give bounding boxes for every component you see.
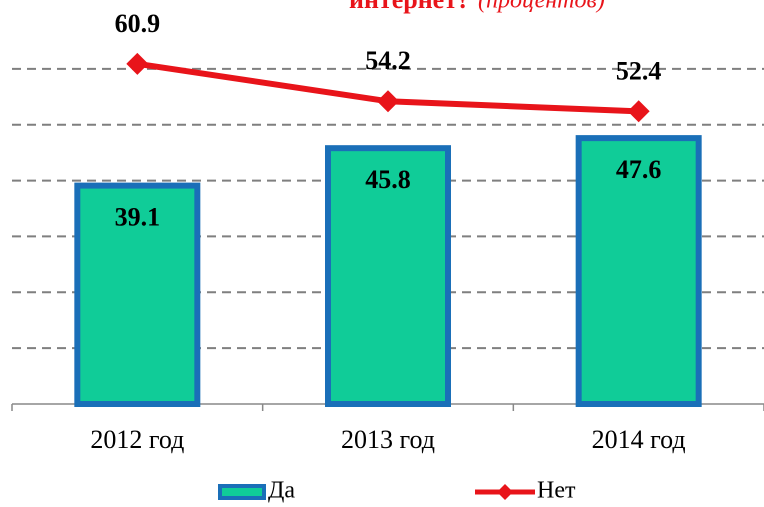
- legend-label: Нет: [537, 478, 576, 504]
- line-marker: [126, 52, 149, 75]
- line-marker: [377, 90, 399, 113]
- bar-value-label: 39.1: [115, 203, 161, 232]
- bar: [325, 145, 451, 407]
- x-tick-label: 2014 год: [592, 425, 686, 454]
- x-tick-label: 2013 год: [341, 425, 435, 454]
- line-value-label: 60.9: [115, 9, 161, 38]
- chart-subtitle: (процентов): [478, 0, 605, 14]
- bar: [575, 135, 702, 407]
- bar-value-label: 45.8: [365, 165, 411, 194]
- chart-title: интернет?: [349, 0, 470, 14]
- legend-marker: [497, 484, 513, 500]
- line-value-label: 52.4: [616, 56, 662, 85]
- legend-label: Да: [268, 478, 295, 504]
- bar: [74, 182, 201, 407]
- bar-value-label: 47.6: [616, 155, 662, 184]
- line-value-label: 54.2: [365, 46, 411, 75]
- x-tick-label: 2012 год: [90, 425, 184, 454]
- line-marker: [627, 100, 650, 123]
- legend-swatch: [218, 484, 266, 500]
